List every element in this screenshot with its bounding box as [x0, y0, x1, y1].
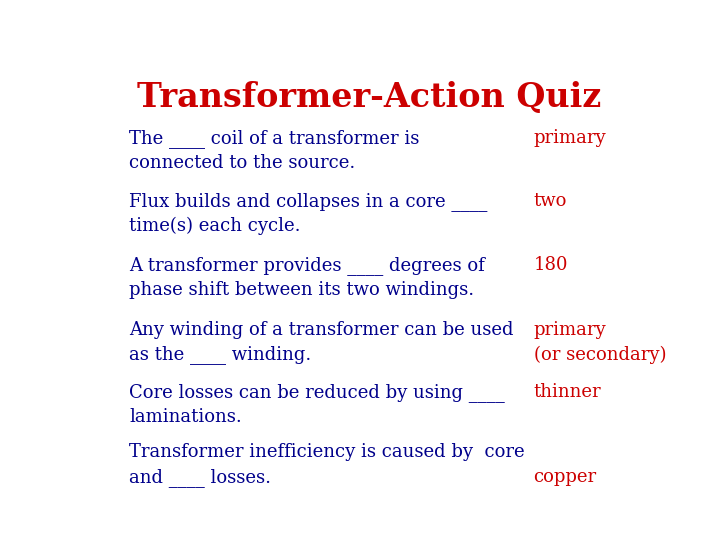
- Text: 180: 180: [534, 256, 568, 274]
- Text: Flux builds and collapses in a core ____: Flux builds and collapses in a core ____: [129, 192, 487, 211]
- Text: time(s) each cycle.: time(s) each cycle.: [129, 217, 300, 235]
- Text: as the ____ winding.: as the ____ winding.: [129, 346, 311, 365]
- Text: connected to the source.: connected to the source.: [129, 154, 355, 172]
- Text: primary: primary: [534, 321, 606, 339]
- Text: (or secondary): (or secondary): [534, 346, 666, 364]
- Text: laminations.: laminations.: [129, 408, 242, 426]
- Text: and ____ losses.: and ____ losses.: [129, 468, 271, 487]
- Text: copper: copper: [534, 468, 597, 486]
- Text: A transformer provides ____ degrees of: A transformer provides ____ degrees of: [129, 256, 485, 275]
- Text: Core losses can be reduced by using ____: Core losses can be reduced by using ____: [129, 383, 505, 402]
- Text: two: two: [534, 192, 567, 210]
- Text: Transformer inefficiency is caused by  core: Transformer inefficiency is caused by co…: [129, 443, 525, 461]
- Text: thinner: thinner: [534, 383, 601, 401]
- Text: Any winding of a transformer can be used: Any winding of a transformer can be used: [129, 321, 513, 339]
- Text: primary: primary: [534, 129, 606, 147]
- Text: Transformer-Action Quiz: Transformer-Action Quiz: [137, 82, 601, 114]
- Text: The ____ coil of a transformer is: The ____ coil of a transformer is: [129, 129, 420, 148]
- Text: phase shift between its two windings.: phase shift between its two windings.: [129, 281, 474, 299]
